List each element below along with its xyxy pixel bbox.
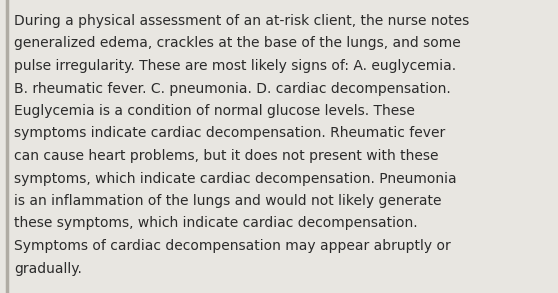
Text: gradually.: gradually. bbox=[14, 261, 82, 275]
Text: Symptoms of cardiac decompensation may appear abruptly or: Symptoms of cardiac decompensation may a… bbox=[14, 239, 451, 253]
Text: Euglycemia is a condition of normal glucose levels. These: Euglycemia is a condition of normal gluc… bbox=[14, 104, 415, 118]
Text: these symptoms, which indicate cardiac decompensation.: these symptoms, which indicate cardiac d… bbox=[14, 217, 417, 231]
Text: During a physical assessment of an at-risk client, the nurse notes: During a physical assessment of an at-ri… bbox=[14, 14, 469, 28]
Text: pulse irregularity. These are most likely signs of: A. euglycemia.: pulse irregularity. These are most likel… bbox=[14, 59, 456, 73]
Text: symptoms, which indicate cardiac decompensation. Pneumonia: symptoms, which indicate cardiac decompe… bbox=[14, 171, 456, 185]
Text: generalized edema, crackles at the base of the lungs, and some: generalized edema, crackles at the base … bbox=[14, 37, 461, 50]
Text: B. rheumatic fever. C. pneumonia. D. cardiac decompensation.: B. rheumatic fever. C. pneumonia. D. car… bbox=[14, 81, 451, 96]
Text: symptoms indicate cardiac decompensation. Rheumatic fever: symptoms indicate cardiac decompensation… bbox=[14, 127, 445, 141]
Text: can cause heart problems, but it does not present with these: can cause heart problems, but it does no… bbox=[14, 149, 439, 163]
Text: is an inflammation of the lungs and would not likely generate: is an inflammation of the lungs and woul… bbox=[14, 194, 441, 208]
